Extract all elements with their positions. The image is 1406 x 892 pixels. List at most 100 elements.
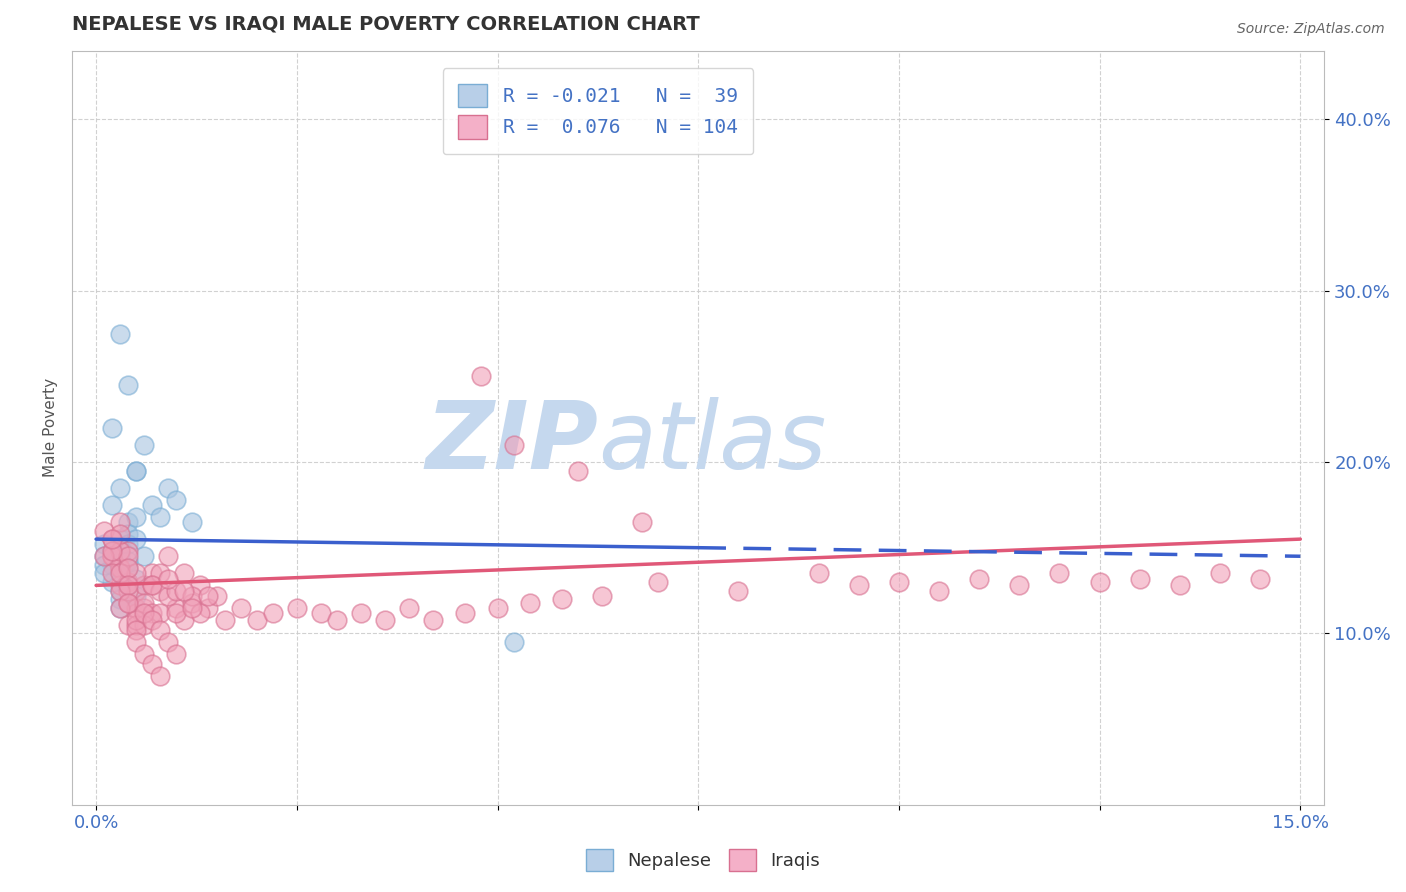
Point <box>101 549 124 564</box>
Point <box>134 549 156 564</box>
Point <box>101 549 124 564</box>
Point <box>125 635 148 649</box>
Point <box>117 578 139 592</box>
Point <box>454 606 477 620</box>
Point <box>190 606 212 620</box>
Point <box>93 549 115 564</box>
Point <box>141 578 163 592</box>
Point <box>93 537 115 551</box>
Point <box>149 623 172 637</box>
Point <box>727 583 749 598</box>
Point <box>149 583 172 598</box>
Point <box>486 600 509 615</box>
Point <box>117 527 139 541</box>
Point <box>229 600 252 615</box>
Point <box>108 532 131 546</box>
Point <box>326 613 349 627</box>
Point <box>398 600 420 615</box>
Point <box>108 583 131 598</box>
Point <box>181 600 204 615</box>
Point <box>141 606 163 620</box>
Point <box>374 613 396 627</box>
Point <box>141 498 163 512</box>
Point <box>125 613 148 627</box>
Point <box>246 613 269 627</box>
Point <box>350 606 373 620</box>
Point <box>173 583 195 598</box>
Point <box>117 583 139 598</box>
Text: ZIP: ZIP <box>425 397 598 489</box>
Point <box>108 326 131 341</box>
Point <box>647 574 669 589</box>
Point <box>101 574 124 589</box>
Point <box>157 481 180 495</box>
Point <box>125 600 148 615</box>
Point <box>173 613 195 627</box>
Point <box>967 572 990 586</box>
Point <box>631 515 654 529</box>
Point <box>519 595 541 609</box>
Point <box>93 558 115 572</box>
Point <box>157 635 180 649</box>
Point <box>165 583 187 598</box>
Point <box>125 509 148 524</box>
Point <box>181 589 204 603</box>
Point <box>108 583 131 598</box>
Point <box>1249 572 1271 586</box>
Point <box>117 549 139 564</box>
Point <box>117 595 139 609</box>
Point <box>149 509 172 524</box>
Point <box>125 464 148 478</box>
Point <box>551 592 574 607</box>
Point <box>125 589 148 603</box>
Point <box>887 574 910 589</box>
Point <box>108 592 131 607</box>
Point <box>181 515 204 529</box>
Point <box>108 515 131 529</box>
Text: Source: ZipAtlas.com: Source: ZipAtlas.com <box>1237 22 1385 37</box>
Point <box>165 606 187 620</box>
Point <box>197 589 219 603</box>
Point <box>117 595 139 609</box>
Point <box>108 600 131 615</box>
Point <box>101 544 124 558</box>
Legend: R = -0.021   N =  39, R =  0.076   N = 104: R = -0.021 N = 39, R = 0.076 N = 104 <box>443 68 754 154</box>
Point <box>125 566 148 581</box>
Point <box>117 537 139 551</box>
Point <box>101 558 124 572</box>
Point <box>93 566 115 581</box>
Point <box>309 606 332 620</box>
Point <box>117 574 139 589</box>
Point <box>591 589 613 603</box>
Point <box>134 606 156 620</box>
Point <box>165 492 187 507</box>
Point <box>165 647 187 661</box>
Point <box>134 438 156 452</box>
Point <box>93 524 115 538</box>
Point <box>1168 578 1191 592</box>
Point <box>125 532 148 546</box>
Point <box>108 578 131 592</box>
Point <box>165 600 187 615</box>
Point <box>157 549 180 564</box>
Point <box>125 617 148 632</box>
Point <box>125 464 148 478</box>
Point <box>108 481 131 495</box>
Point <box>928 583 950 598</box>
Text: atlas: atlas <box>598 397 827 488</box>
Point <box>134 595 156 609</box>
Point <box>125 606 148 620</box>
Point <box>93 549 115 564</box>
Point <box>117 515 139 529</box>
Point <box>149 669 172 683</box>
Point <box>108 561 131 575</box>
Point <box>1008 578 1031 592</box>
Point <box>141 578 163 592</box>
Point <box>101 421 124 435</box>
Point <box>502 635 524 649</box>
Point <box>157 589 180 603</box>
Point <box>108 549 131 564</box>
Point <box>101 532 124 546</box>
Point <box>108 527 131 541</box>
Text: NEPALESE VS IRAQI MALE POVERTY CORRELATION CHART: NEPALESE VS IRAQI MALE POVERTY CORRELATI… <box>72 15 700 34</box>
